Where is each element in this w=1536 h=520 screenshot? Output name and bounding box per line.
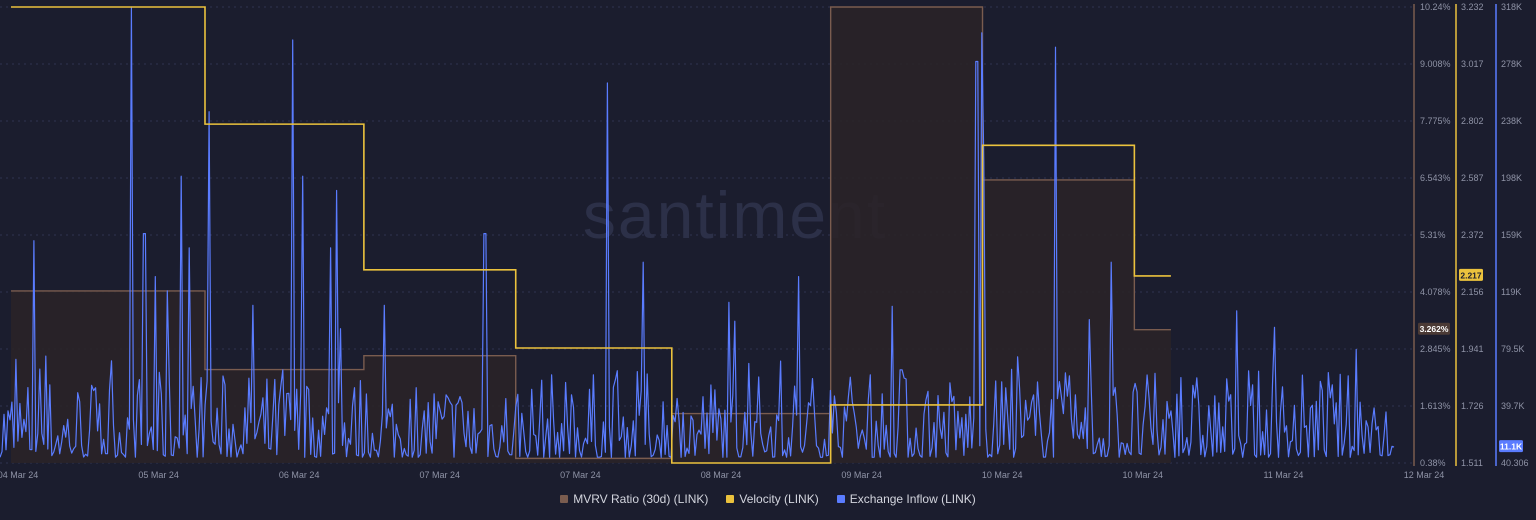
velocity-tick-label: 2.156 <box>1461 287 1484 297</box>
x-tick-label: 08 Mar 24 <box>701 470 742 480</box>
inflow-tick-label: 39.7K <box>1501 401 1525 411</box>
x-tick-label: 05 Mar 24 <box>138 470 179 480</box>
x-tick-label: 06 Mar 24 <box>279 470 320 480</box>
inflow-tick-label: 278K <box>1501 59 1522 69</box>
inflow-last-badge: 11.1K <box>1500 442 1523 452</box>
mvrv-tick-label: 1.613% <box>1420 401 1451 411</box>
inflow-line <box>0 6 1395 458</box>
x-tick-label: 11 Mar 24 <box>1263 470 1303 480</box>
mvrv-tick-label: 4.078% <box>1420 287 1451 297</box>
legend-swatch-inflow <box>836 495 845 503</box>
mvrv-tick-label: 0.38% <box>1420 458 1446 468</box>
legend-swatch-mvrv <box>560 495 569 503</box>
velocity-last-badge: 2.217 <box>1460 270 1482 280</box>
inflow-last-badge-bg <box>1499 440 1523 453</box>
legend-label-velocity: Velocity (LINK) <box>739 492 819 506</box>
legend-label-mvrv: MVRV Ratio (30d) (LINK) <box>573 492 709 506</box>
legend-label-inflow: Exchange Inflow (LINK) <box>849 492 976 506</box>
mvrv-tick-label: 7.775% <box>1420 116 1451 126</box>
last-value-badges: 3.262% 2.217 11.1K <box>1418 268 1523 453</box>
x-tick-label: 07 Mar 24 <box>560 470 601 480</box>
x-axis-ticks: 04 Mar 24 05 Mar 24 06 Mar 24 07 Mar 24 07 M… <box>0 470 1444 480</box>
x-tick-label: 07 Mar 24 <box>420 470 461 480</box>
mvrv-last-badge-bg <box>1418 322 1450 335</box>
velocity-tick-label: 3.232 <box>1461 2 1484 12</box>
mvrv-last-badge: 3.262% <box>1420 324 1449 334</box>
mvrv-tick-label: 2.845% <box>1420 344 1451 354</box>
velocity-tick-label: 2.587 <box>1461 173 1484 183</box>
mvrv-tick-label: 10.24% <box>1420 2 1451 12</box>
inflow-tick-label: 198K <box>1501 173 1522 183</box>
inflow-tick-label: 318K <box>1501 2 1522 12</box>
mvrv-area <box>10 7 1171 463</box>
velocity-tick-label: 1.511 <box>1461 458 1483 468</box>
chart-legend: MVRV Ratio (30d) (LINK) Velocity (LINK) … <box>0 492 1536 506</box>
velocity-series <box>10 6 1171 464</box>
inflow-tick-label: 79.5K <box>1501 344 1525 354</box>
legend-swatch-velocity <box>726 495 735 503</box>
x-tick-label: 10 Mar 24 <box>982 470 1023 480</box>
mvrv-tick-label: 9.008% <box>1420 59 1451 69</box>
mvrv-tick-label: 5.31% <box>1420 230 1446 240</box>
x-tick-label: 09 Mar 24 <box>841 470 882 480</box>
x-tick-label: 10 Mar 24 <box>1123 470 1164 480</box>
inflow-tick-label: 238K <box>1501 116 1522 126</box>
velocity-line <box>10 6 1171 464</box>
x-tick-label: 04 Mar 24 <box>0 470 38 480</box>
inflow-tick-label: 159K <box>1501 230 1522 240</box>
x-tick-label: 12 Mar 24 <box>1404 470 1445 480</box>
inflow-tick-label: 40.306 <box>1501 458 1529 468</box>
velocity-last-badge-bg <box>1459 268 1483 281</box>
inflow-series <box>0 6 1395 458</box>
velocity-tick-label: 1.941 <box>1461 344 1484 354</box>
velocity-tick-label: 3.017 <box>1461 59 1484 69</box>
velocity-tick-label: 2.372 <box>1461 230 1484 240</box>
mvrv-tick-label: 6.543% <box>1420 173 1451 183</box>
axes: 10.24% 9.008% 7.775% 6.543% 5.31% 4.078% 2.845… <box>1413 2 1529 468</box>
inflow-tick-label: 119K <box>1501 287 1521 297</box>
velocity-tick-label: 1.726 <box>1461 401 1484 411</box>
legend-item-velocity[interactable]: Velocity (LINK) <box>726 492 819 506</box>
velocity-tick-label: 2.802 <box>1461 116 1484 126</box>
legend-item-mvrv[interactable]: MVRV Ratio (30d) (LINK) <box>560 492 708 506</box>
legend-item-inflow[interactable]: Exchange Inflow (LINK) <box>836 492 976 506</box>
